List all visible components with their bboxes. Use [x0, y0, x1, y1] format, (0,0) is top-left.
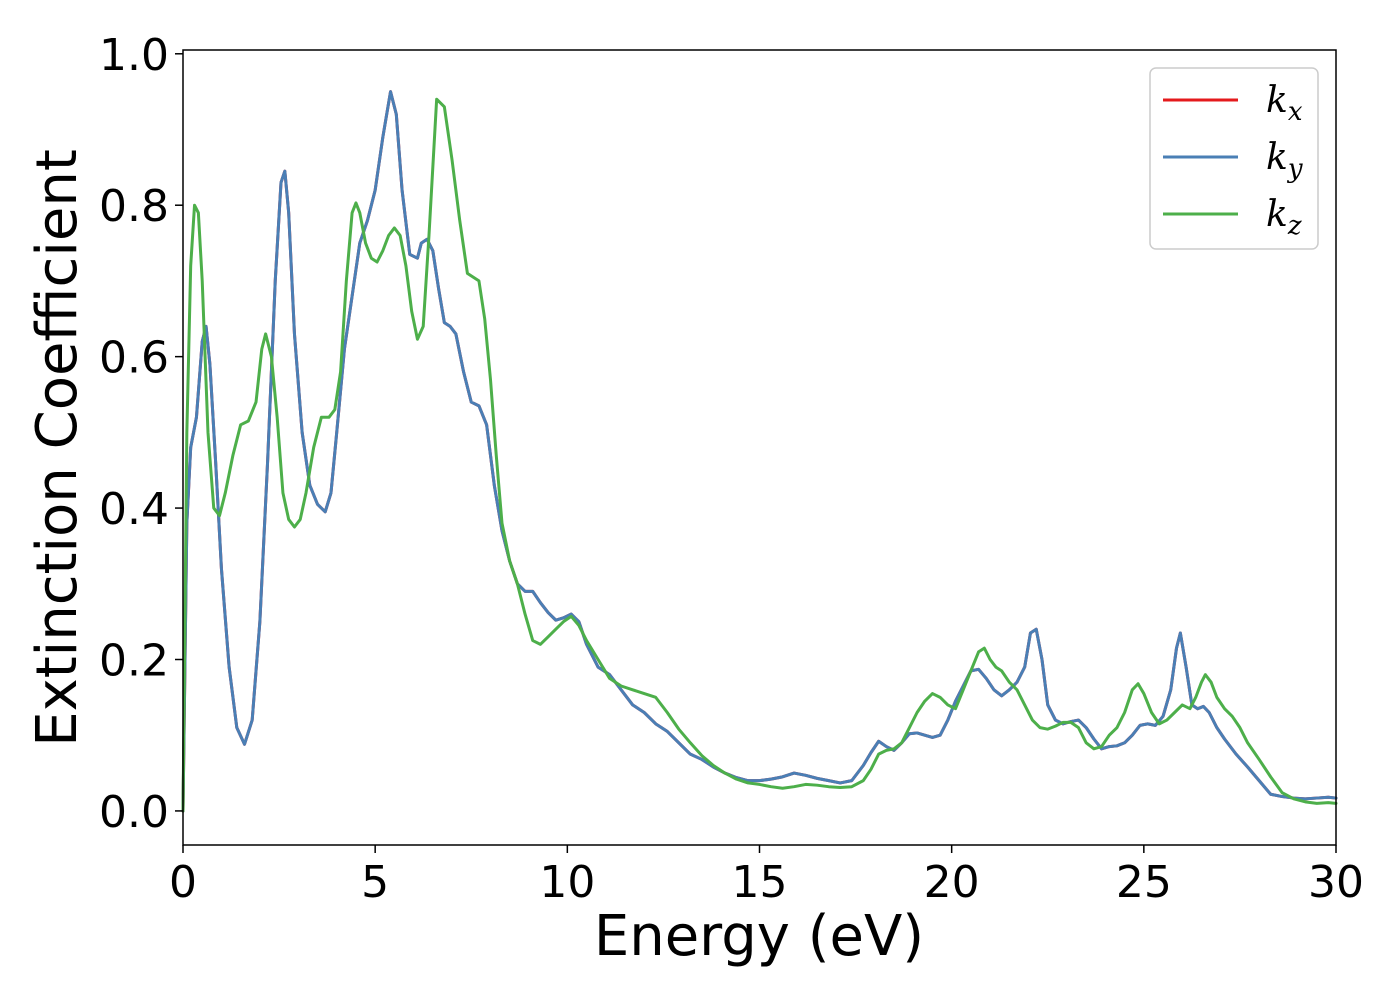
legend-subscript: y — [1287, 154, 1303, 184]
y-axis-ticks: 0.0 0.2 0.4 0.6 0.8 1.0 — [99, 30, 183, 838]
x-tick-label: 15 — [732, 857, 788, 908]
legend-subscript: x — [1288, 97, 1303, 127]
x-tick-label: 30 — [1308, 857, 1364, 908]
y-tick-label: 0.8 — [99, 181, 169, 232]
y-tick-label: 0.2 — [99, 636, 169, 687]
legend-subscript: z — [1287, 211, 1302, 241]
y-tick-label: 1.0 — [99, 30, 169, 81]
y-tick-label: 0.6 — [99, 333, 169, 384]
x-tick-label: 10 — [539, 857, 595, 908]
y-tick-label: 0.4 — [99, 484, 169, 535]
x-axis-title: Energy (eV) — [594, 904, 924, 969]
x-tick-label: 25 — [1116, 857, 1172, 908]
x-axis-ticks: 0 5 10 15 20 25 30 — [169, 845, 1364, 908]
x-tick-label: 5 — [361, 857, 389, 908]
x-tick-label: 0 — [169, 857, 197, 908]
y-axis-title: Extinction Coefficient — [25, 149, 90, 747]
series-layer — [181, 90, 1338, 813]
x-tick-label: 20 — [924, 857, 980, 908]
y-tick-label: 0.0 — [99, 787, 169, 838]
series-line-kz — [181, 97, 1338, 813]
